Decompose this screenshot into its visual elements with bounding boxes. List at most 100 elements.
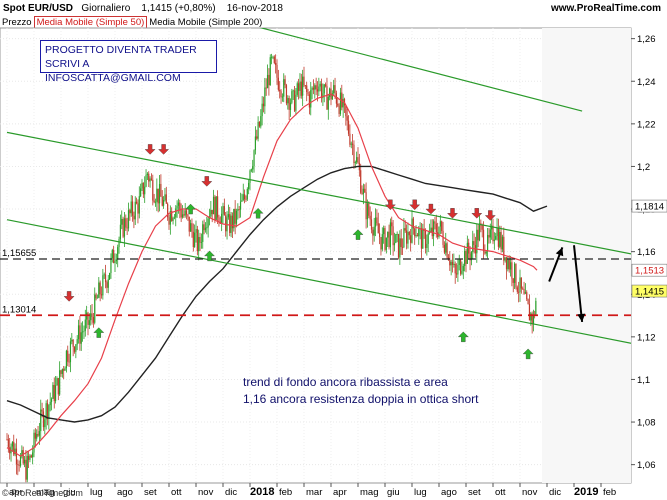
candle-body: [15, 448, 18, 465]
candle-body: [283, 79, 285, 97]
candle-body: [203, 224, 205, 231]
candle-body: [477, 229, 479, 241]
candle-body: [254, 136, 256, 151]
candle-body: [181, 214, 184, 218]
candle-body: [146, 173, 148, 175]
candle-body: [260, 116, 262, 127]
candle-body: [484, 251, 486, 254]
candle-body: [414, 228, 416, 237]
x-tick-label: lug: [414, 487, 427, 498]
candle-body: [295, 94, 297, 111]
candle-body: [380, 237, 382, 250]
candle-body: [383, 228, 385, 235]
candle-body: [408, 231, 410, 236]
candle-body: [280, 91, 282, 98]
ma200-line: [6, 165, 548, 423]
plot-frame: [0, 27, 632, 484]
candle-body: [356, 157, 358, 163]
candle-body: [90, 313, 92, 321]
x-tick-label: dic: [549, 487, 561, 498]
candle-body: [238, 209, 240, 210]
annotation-arrow-head: [555, 247, 564, 257]
candle-body: [125, 218, 127, 228]
candle-body: [140, 188, 142, 197]
candle-body: [449, 260, 451, 266]
candle-body: [415, 235, 417, 237]
promo-line-1: PROGETTO DIVENTA TRADER: [45, 44, 197, 56]
candle-body: [113, 249, 115, 263]
candle-body: [362, 188, 364, 194]
candle-body: [495, 236, 497, 240]
sell-arrow: [447, 208, 458, 219]
candle-body: [334, 85, 336, 94]
legend-price[interactable]: Prezzo: [2, 17, 32, 28]
candle-body: [119, 224, 121, 240]
candle-body: [281, 96, 283, 98]
candle-body: [149, 178, 151, 182]
candle-body: [307, 91, 309, 95]
x-tick-label: apr: [333, 487, 347, 498]
candle-body: [252, 166, 254, 170]
note-line-2: 1,16 ancora resistenza doppia in ottica …: [243, 392, 479, 406]
candle-body: [73, 346, 76, 352]
candle-body: [393, 242, 396, 246]
candle-body: [103, 274, 105, 276]
candle-body: [404, 228, 406, 231]
candle-body: [11, 441, 13, 447]
candle-body: [69, 341, 72, 363]
candle-body: [275, 62, 277, 65]
candle-body: [532, 314, 535, 324]
candle-body: [435, 223, 437, 233]
candle-body: [154, 201, 157, 203]
candle-body: [204, 227, 207, 231]
candle-body: [19, 455, 22, 466]
candle-body: [410, 235, 412, 243]
candle-body: [14, 448, 16, 455]
candle-body: [129, 210, 131, 214]
candle-body: [416, 235, 418, 237]
x-tick-label: ott: [171, 487, 182, 498]
candle-body: [175, 208, 177, 218]
candle-body: [458, 259, 460, 265]
candle-body: [285, 85, 288, 104]
last-price: 1,1415 (+0,80%): [141, 3, 216, 14]
candle-body: [276, 64, 278, 78]
candle-body: [481, 225, 483, 230]
candle-body: [438, 226, 440, 237]
candle-body: [160, 183, 162, 197]
candle-body: [211, 209, 213, 215]
period-label: Giornaliero: [81, 3, 131, 14]
candle-body: [7, 439, 9, 448]
candle-body: [172, 218, 174, 221]
candle-body: [310, 90, 312, 108]
candle-body: [354, 162, 356, 164]
candle-body: [190, 223, 192, 232]
x-tick-label: feb: [603, 487, 616, 498]
candle-body: [292, 90, 294, 92]
y-tick-label: 1,1: [637, 375, 650, 386]
candle-body: [389, 222, 391, 248]
candle-body: [173, 217, 175, 219]
y-tick-label: 1,12: [637, 332, 656, 343]
candle-body: [32, 452, 34, 458]
legend-ma200[interactable]: Media Mobile (Simple 200): [149, 17, 263, 28]
site-url[interactable]: www.ProRealTime.com: [550, 3, 661, 14]
candle-body: [500, 232, 502, 250]
candle-body: [512, 278, 514, 283]
candle-body: [45, 403, 47, 420]
candle-body: [127, 210, 130, 229]
candle-body: [23, 459, 26, 464]
x-tick-label: 2019: [574, 486, 598, 498]
candle-body: [153, 200, 155, 203]
x-tick-label: giu: [63, 487, 76, 498]
candle-body: [526, 292, 528, 300]
candle-body: [446, 243, 448, 258]
candle-body: [29, 455, 31, 460]
candle-body: [302, 76, 304, 96]
candle-body: [233, 208, 235, 229]
candle-body: [487, 234, 489, 252]
candle-body: [291, 91, 293, 103]
candle-body: [418, 228, 420, 237]
candle-body: [163, 200, 165, 206]
